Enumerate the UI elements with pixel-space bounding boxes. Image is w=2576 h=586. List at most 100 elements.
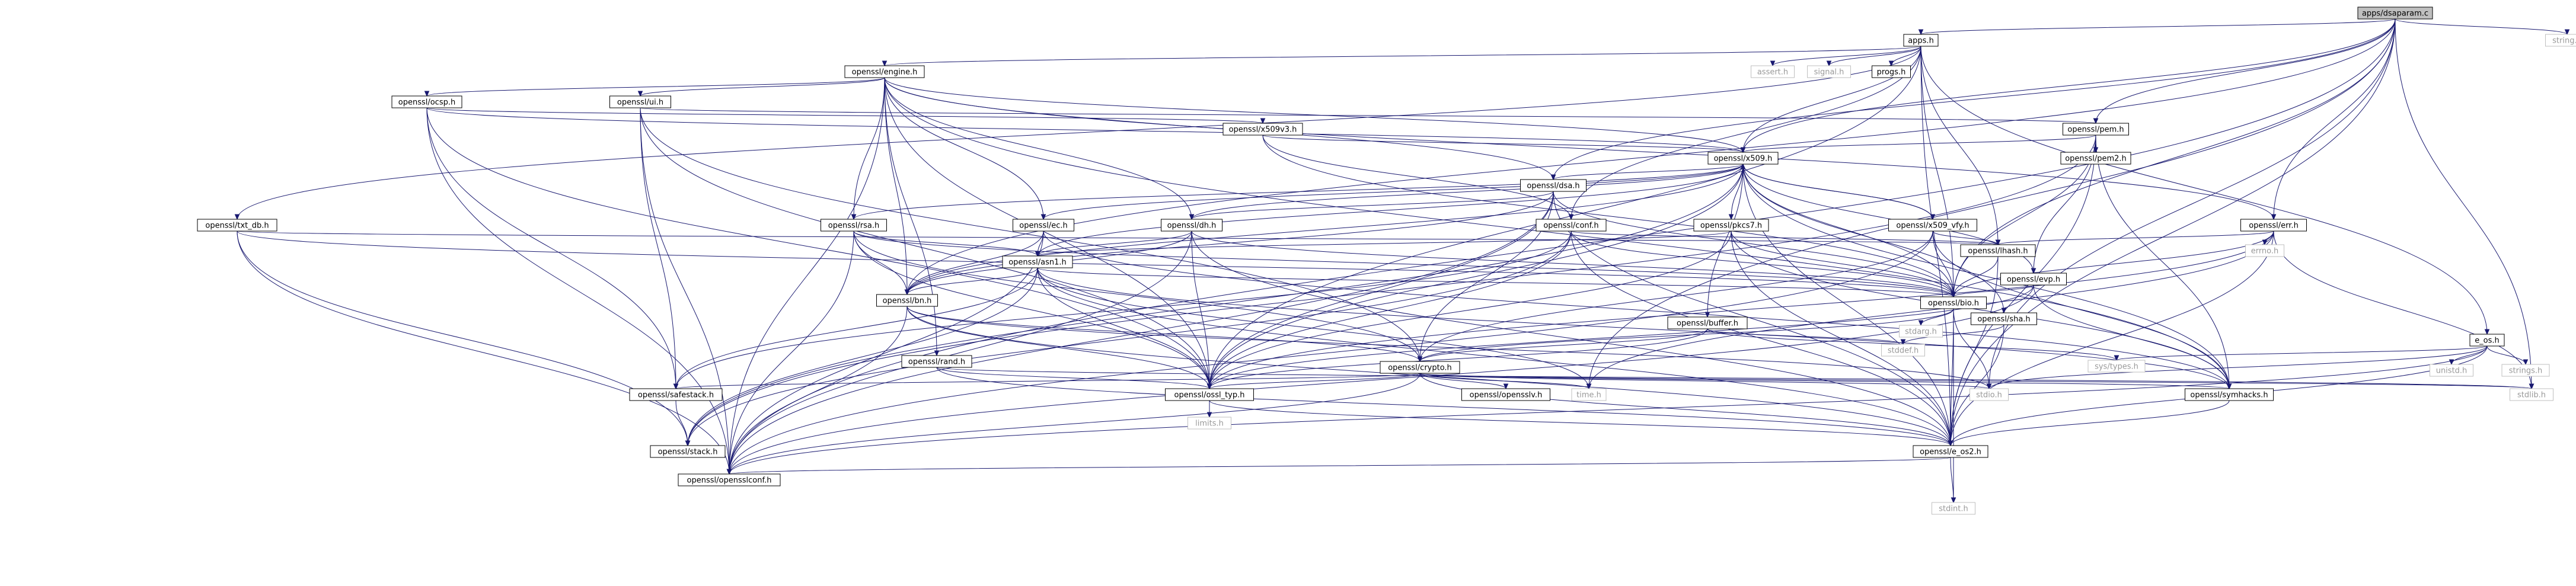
node-engine[interactable]: openssl/engine.h xyxy=(844,65,925,78)
node-buffer[interactable]: openssl/buffer.h xyxy=(1667,316,1748,329)
edge-line xyxy=(1037,267,2230,389)
node-box xyxy=(2063,123,2129,136)
node-ui[interactable]: openssl/ui.h xyxy=(609,95,671,108)
edge-dh-to-opensslconf xyxy=(726,230,1192,475)
edge-line xyxy=(1742,164,1951,446)
edge-arrowhead xyxy=(934,350,940,357)
node-box xyxy=(609,95,671,108)
node-txt-db[interactable]: openssl/txt_db.h xyxy=(197,219,277,232)
edge-line xyxy=(1419,308,1954,362)
node-box xyxy=(1380,361,1460,374)
edge-line xyxy=(729,373,1421,475)
edge-err-to-e_os2 xyxy=(1948,230,2274,447)
node-dh[interactable]: openssl/dh.h xyxy=(1161,219,1222,232)
node-conf[interactable]: openssl/conf.h xyxy=(1536,219,1607,232)
edge-txt_db-to-stack xyxy=(237,230,691,447)
edge-line xyxy=(1953,256,1999,297)
node-lhash[interactable]: openssl/lhash.h xyxy=(1960,244,2036,257)
node-box xyxy=(2357,7,2433,20)
node-opensslv[interactable]: openssl/opensslv.h xyxy=(1461,388,1550,401)
node-label: openssl/err.h xyxy=(2249,222,2299,230)
edge-buffer-to-stddef xyxy=(1707,328,1906,345)
edge-line xyxy=(1953,230,2274,297)
edge-dsa-to-bn xyxy=(904,191,1554,296)
node-stddef: stddef.h xyxy=(1881,344,1925,357)
edge-line xyxy=(1037,267,1589,389)
node-pem[interactable]: openssl/pem.h xyxy=(2063,123,2129,136)
node-ossl-typ[interactable]: openssl/ossl_typ.h xyxy=(1165,388,1254,401)
node-box xyxy=(1571,388,1607,401)
edge-line xyxy=(1553,164,1744,180)
node-x509[interactable]: openssl/x509.h xyxy=(1707,152,1779,165)
node-rsa[interactable]: openssl/rsa.h xyxy=(821,219,887,232)
edge-line xyxy=(884,77,1192,220)
node-asn1[interactable]: openssl/asn1.h xyxy=(1002,255,1073,268)
node-err[interactable]: openssl/err.h xyxy=(2240,219,2307,232)
node-safestack[interactable]: openssl/safestack.h xyxy=(629,388,723,401)
node-box xyxy=(1667,316,1748,329)
edge-ocsp-to-x509 xyxy=(426,107,1746,153)
node-rand[interactable]: openssl/rand.h xyxy=(901,355,972,368)
node-unistd: unistd.h xyxy=(2430,364,2473,377)
edge-engine-to-ocsp xyxy=(424,77,885,97)
edge-arrowhead xyxy=(2271,214,2277,220)
node-label: apps.h xyxy=(1908,37,1934,46)
edge-line xyxy=(1950,457,1954,503)
edge-line xyxy=(729,457,1951,475)
edge-apps-to-txt_db xyxy=(234,46,1921,220)
edge-line xyxy=(884,77,1210,389)
node-label: stdio.h xyxy=(1976,391,2002,400)
edge-ui-to-pem xyxy=(640,107,2099,124)
node-bio[interactable]: openssl/bio.h xyxy=(1920,296,1987,309)
edge-apps-to-assert xyxy=(1770,46,1921,67)
edge-line xyxy=(1828,46,1921,66)
edge-err-to-time xyxy=(1586,230,2274,390)
node-bn[interactable]: openssl/bn.h xyxy=(876,294,938,307)
edge-arrowhead xyxy=(1568,214,1574,220)
node-label: e_os.h xyxy=(2475,337,2500,345)
node-pem2[interactable]: openssl/pem2.h xyxy=(2060,152,2131,165)
node-box xyxy=(1002,255,1073,268)
node-label: openssl/asn1.h xyxy=(1008,258,1067,267)
node-stack[interactable]: openssl/stack.h xyxy=(650,445,726,458)
node-label: openssl/symhacks.h xyxy=(2190,391,2268,400)
node-dsa[interactable]: openssl/dsa.h xyxy=(1520,179,1587,192)
node-label: errno.h xyxy=(2251,247,2279,256)
edge-line xyxy=(675,267,1038,389)
node-box xyxy=(1165,388,1254,401)
edge-line xyxy=(1209,191,1554,389)
node-symhacks[interactable]: openssl/symhacks.h xyxy=(2185,388,2274,401)
node-ec[interactable]: openssl/ec.h xyxy=(1013,219,1074,232)
edge-line xyxy=(2273,230,2532,389)
node-box xyxy=(1899,325,1943,338)
node-errno: errno.h xyxy=(2245,244,2284,257)
node-e-os2[interactable]: openssl/e_os2.h xyxy=(1913,445,1988,458)
edge-pkcs7-to-asn1 xyxy=(1035,230,1732,257)
node-root[interactable]: apps/dsaparam.c xyxy=(2357,7,2433,20)
node-x509-vfy[interactable]: openssl/x509_vfy.h xyxy=(1888,219,1977,232)
edge-rand-to-stdlib xyxy=(936,367,2534,390)
node-label: openssl/bio.h xyxy=(1928,299,1979,308)
node-box xyxy=(1932,502,1975,515)
edge-layer xyxy=(234,18,2570,504)
node-crypto[interactable]: openssl/crypto.h xyxy=(1380,361,1460,374)
node-progs[interactable]: progs.h xyxy=(1872,65,1911,78)
node-e-os[interactable]: e_os.h xyxy=(2469,334,2505,347)
node-evp[interactable]: openssl/evp.h xyxy=(2000,273,2067,286)
edge-line xyxy=(1731,230,1954,297)
node-x509v3[interactable]: openssl/x509v3.h xyxy=(1222,123,1303,136)
edge-line xyxy=(1772,46,1921,66)
node-sha[interactable]: openssl/sha.h xyxy=(1971,312,2037,325)
node-apps[interactable]: apps.h xyxy=(1903,34,1939,47)
edge-e_os-to-strings xyxy=(2486,345,2529,366)
edge-arrowhead xyxy=(882,60,888,67)
node-ocsp[interactable]: openssl/ocsp.h xyxy=(391,95,462,108)
node-box xyxy=(1969,388,2009,401)
edge-line xyxy=(1191,164,1744,220)
edge-ocsp-to-opensslconf xyxy=(426,107,732,475)
node-pkcs7[interactable]: openssl/pkcs7.h xyxy=(1693,219,1769,232)
node-box xyxy=(1520,179,1587,192)
node-opensslconf[interactable]: openssl/opensslconf.h xyxy=(678,473,781,486)
node-box xyxy=(1881,344,1925,357)
